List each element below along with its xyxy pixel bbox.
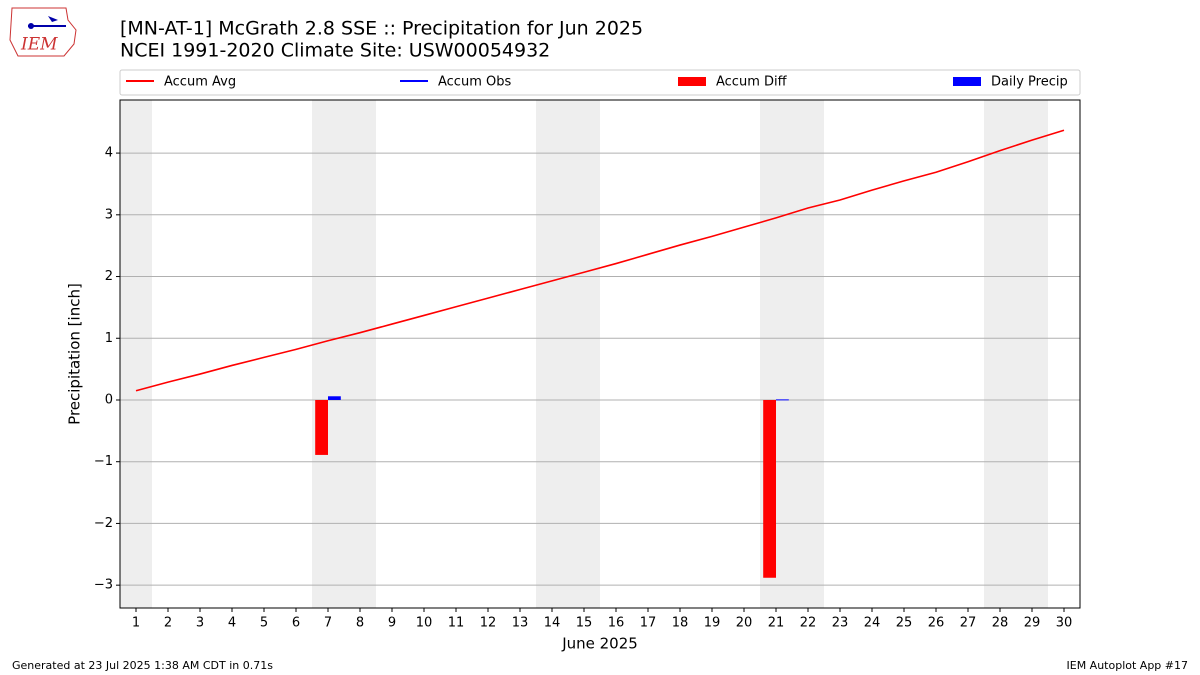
x-tick-label: 29 — [1024, 616, 1041, 631]
legend-label: Daily Precip — [991, 75, 1068, 90]
y-tick-label: −3 — [94, 578, 113, 593]
x-tick-label: 9 — [388, 616, 396, 631]
weekend-shade — [984, 100, 1048, 608]
y-tick-label: 0 — [105, 392, 113, 407]
x-tick-label: 6 — [292, 616, 300, 631]
weekend-shade — [536, 100, 600, 608]
x-tick-label: 3 — [196, 616, 204, 631]
footer-left: Generated at 23 Jul 2025 1:38 AM CDT in … — [12, 659, 273, 672]
legend-box — [119, 69, 1081, 96]
x-tick-label: 23 — [832, 616, 849, 631]
y-axis-label: Precipitation [inch] — [66, 283, 84, 425]
x-tick-label: 11 — [448, 616, 465, 631]
legend-label: Accum Avg — [164, 75, 236, 90]
x-tick-label: 10 — [416, 616, 433, 631]
y-tick-label: −1 — [94, 454, 113, 469]
x-tick-label: 26 — [928, 616, 945, 631]
weekend-shade — [312, 100, 376, 608]
x-tick-label: 21 — [768, 616, 785, 631]
x-tick-label: 8 — [356, 616, 364, 631]
x-tick-label: 15 — [576, 616, 593, 631]
x-tick-label: 1 — [132, 616, 140, 631]
x-tick-label: 12 — [480, 616, 497, 631]
x-tick-label: 28 — [992, 616, 1009, 631]
logo: IEM — [9, 7, 77, 57]
x-tick-label: 5 — [260, 616, 268, 631]
chart-subtitle: NCEI 1991-2020 Climate Site: USW00054932 — [120, 40, 550, 62]
x-tick-label: 16 — [608, 616, 625, 631]
plot-frame — [119, 99, 1081, 609]
legend-swatch — [678, 77, 706, 86]
x-tick-label: 19 — [704, 616, 721, 631]
x-tick-label: 27 — [960, 616, 977, 631]
bar — [776, 399, 789, 401]
logo-text: IEM — [20, 35, 58, 55]
x-tick-label: 18 — [672, 616, 689, 631]
x-tick-label: 13 — [512, 616, 529, 631]
legend-label: Accum Diff — [716, 75, 788, 90]
x-tick-label: 25 — [896, 616, 913, 631]
bar — [328, 396, 341, 400]
x-tick-label: 17 — [640, 616, 657, 631]
y-tick-label: 1 — [105, 331, 113, 346]
y-tick-label: 2 — [105, 269, 113, 284]
x-tick-label: 24 — [864, 616, 881, 631]
legend-label: Accum Obs — [438, 75, 511, 90]
y-tick-label: −2 — [94, 516, 113, 531]
x-tick-label: 20 — [736, 616, 753, 631]
y-tick-label: 3 — [105, 207, 113, 222]
x-tick-label: 22 — [800, 616, 817, 631]
x-tick-label: 4 — [228, 616, 236, 631]
x-axis-label: June 2025 — [561, 635, 638, 653]
bar — [315, 399, 328, 455]
weekend-shade — [120, 100, 152, 608]
x-tick-label: 30 — [1056, 616, 1073, 631]
x-tick-label: 14 — [544, 616, 561, 631]
line — [135, 129, 1065, 392]
chart-title: [MN-AT-1] McGrath 2.8 SSE :: Precipitati… — [120, 18, 643, 40]
y-tick-label: 4 — [105, 146, 113, 161]
footer-right: IEM Autoplot App #17 — [1067, 659, 1189, 672]
legend-swatch — [953, 77, 981, 86]
bar — [763, 399, 776, 578]
x-tick-label: 7 — [324, 616, 332, 631]
x-tick-label: 2 — [164, 616, 172, 631]
